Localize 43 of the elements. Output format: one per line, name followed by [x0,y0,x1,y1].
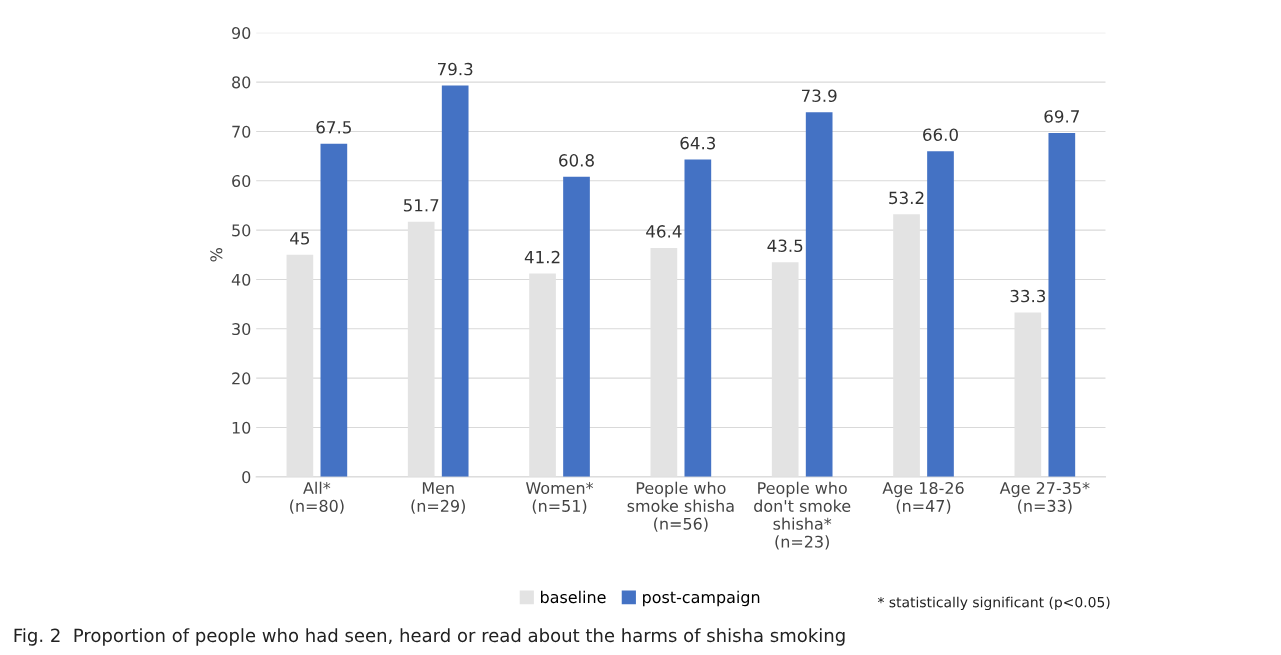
x-tick-label: Men (n=29) [411,482,465,514]
data-label: 45 [290,232,310,245]
y-tick-label: 50 [232,224,251,237]
bar [563,176,590,477]
bar [684,159,712,477]
bar [441,85,469,477]
x-tick-label: All* (n=80) [290,481,344,514]
data-label: 53.2 [889,191,924,205]
y-tick-label: 90 [232,26,251,40]
y-tick-label: 20 [232,372,251,385]
y-tick-label: 40 [231,273,251,286]
data-label: 46.4 [646,225,682,238]
bar [320,143,348,477]
data-label: 33.3 [1010,289,1046,303]
bar [1048,132,1076,477]
y-tick-label: 60 [232,174,251,188]
data-label: 60.8 [559,154,594,167]
x-tick-label: Women* (n=51) [525,481,594,514]
data-label: 43.5 [767,239,803,253]
data-label: 66.0 [923,128,958,141]
y-tick-label: 10 [232,421,251,434]
bar [805,112,833,477]
y-tick-label: 0 [242,471,251,484]
text: Fig. 2 Proportion of people who had seen, heard or read about the harms of shisha smoking [14,628,845,646]
data-label: 73.9 [801,89,837,103]
y-tick-label: 80 [232,76,251,89]
x-tick-label: Age 18-26 (n=47) [882,481,964,514]
y-axis-title: % [210,248,223,262]
data-label: 69.7 [1044,110,1079,123]
legend-label: baseline [541,590,606,604]
y-tick-label: 70 [232,125,251,138]
x-tick-label: People who don't smoke shisha* (n=23) [754,481,851,550]
y-tick-label: 30 [232,323,251,336]
data-label: 41.2 [524,250,560,264]
data-label: 79.3 [437,62,473,76]
x-tick-label: People who smoke shisha (n=56) [627,481,734,532]
legend-label: post-campaign [643,590,760,607]
text: * statistically significant (p<0.05) [877,596,1110,611]
data-label: 51.7 [403,199,439,212]
data-label: 64.3 [680,136,716,150]
bar [927,151,954,477]
x-tick-label: Age 27-35* (n=33) [999,481,1090,514]
data-label: 67.5 [316,120,351,134]
